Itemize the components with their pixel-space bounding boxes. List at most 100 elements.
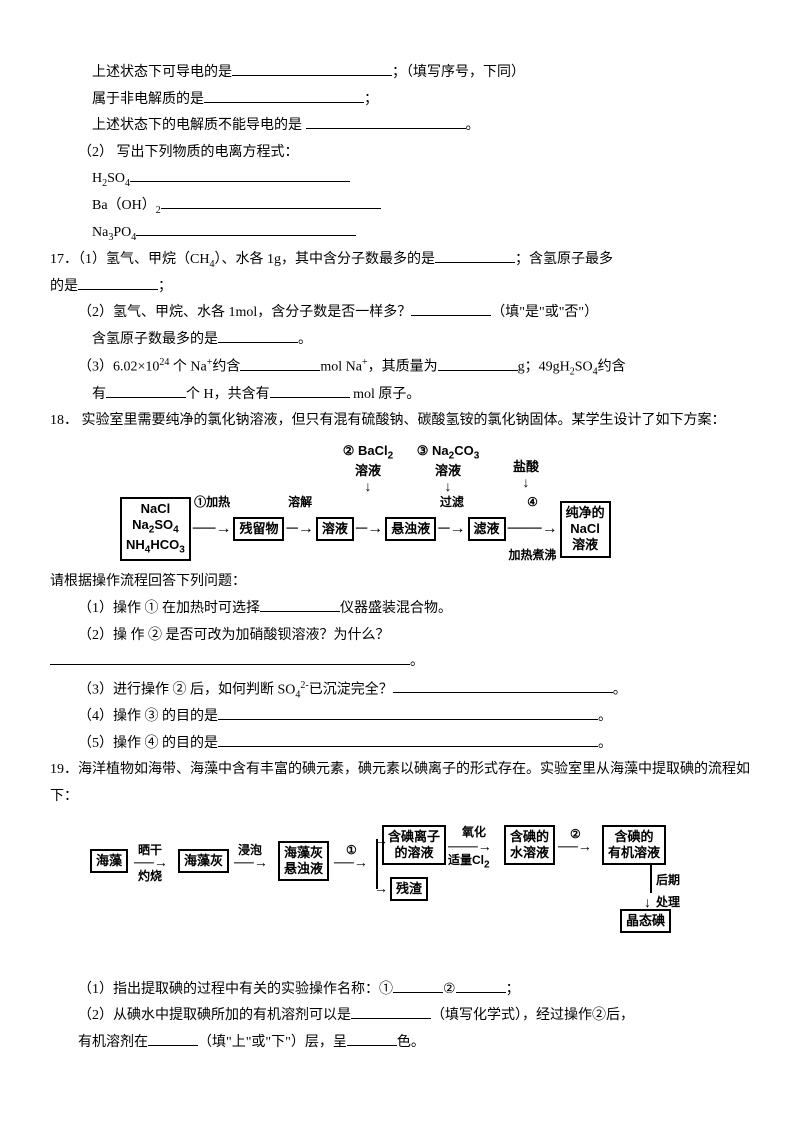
intro-line-2: 属于非电解质的是 ；	[50, 87, 750, 114]
t: 溶液	[355, 463, 381, 478]
d2-box-iodine-aq: 含碘的水溶液	[504, 825, 555, 866]
t: NaCl	[570, 521, 600, 536]
s: 2	[484, 859, 490, 870]
blank[interactable]	[393, 678, 613, 693]
t: 溶液	[572, 537, 598, 552]
blank[interactable]	[106, 383, 186, 398]
intro-line-3: 上述状态下的电解质不能导电的是 。	[50, 113, 750, 140]
arrow-icon: →	[374, 877, 388, 904]
t: 17．（1）氢气、甲烷（CH	[50, 252, 209, 267]
t: 仪器盛装混合物。	[340, 601, 452, 616]
arrow-icon: 过滤─→	[438, 514, 465, 544]
t: 属于非电解质的是	[92, 92, 204, 107]
blank[interactable]	[351, 1004, 431, 1019]
blank[interactable]	[456, 978, 506, 993]
d1-box-filtrate: 滤液	[468, 517, 506, 541]
blank[interactable]	[218, 732, 598, 747]
blank[interactable]	[240, 356, 320, 371]
s: 4	[173, 525, 179, 536]
blank[interactable]	[78, 275, 158, 290]
d1-box-solution: 溶液	[316, 517, 354, 541]
q18-head: 18． 实验室里需要纯净的氯化钠溶液，但只有混有硫酸钠、碳酸氢铵的氯化钠固体。某…	[50, 408, 750, 435]
blank[interactable]	[260, 597, 340, 612]
t: 残留物	[239, 521, 278, 536]
blank[interactable]	[411, 301, 491, 316]
t: H	[92, 171, 102, 186]
t: ；（填写序号，下同）	[392, 65, 525, 80]
q18-p2b: 。	[50, 649, 750, 676]
t: （填写化学式），经过操作②后，	[431, 1008, 634, 1023]
blank[interactable]	[161, 194, 381, 209]
d2-box-seaweed: 海藻	[90, 849, 128, 873]
arrow-label: 晒干	[138, 839, 162, 862]
t: ；	[364, 92, 378, 107]
t: g；49gH	[518, 360, 570, 375]
t: mol 原子。	[350, 387, 421, 402]
t: 。	[613, 682, 627, 697]
down-arrow-icon: ↓	[333, 478, 403, 495]
t: （2）氢气、甲烷、水各 1mol，含分子数是否一样多？	[78, 305, 411, 320]
arrow-icon: ④加热煮沸───→	[508, 514, 558, 544]
t: ；含氢原子最多	[515, 252, 613, 267]
t: ）、水各 1g，其中含分子数最多的是	[214, 252, 435, 267]
t: 。	[598, 709, 612, 724]
t: 海藻灰	[284, 845, 323, 860]
t: ②	[343, 443, 355, 458]
t: 后期	[656, 873, 680, 887]
t: （1）操作 ① 在加热时可选择	[78, 601, 260, 616]
blank[interactable]	[347, 1031, 397, 1046]
s: 2	[388, 451, 394, 462]
t: mol Na	[320, 360, 362, 375]
d2-box-iodine-organic: 含碘的有机溶液	[602, 825, 666, 866]
t: 溶液	[322, 521, 348, 536]
s: 3	[474, 451, 480, 462]
q18-p4: （4）操作 ③ 的目的是。	[50, 704, 750, 731]
down-line	[650, 863, 652, 893]
d1-top-labels: ② BaCl2溶液↓ ③ Na2CO3溶液↓ 盐酸↓	[285, 443, 680, 495]
q18-p3: （3）进行操作 ② 后，如何判断 SO42-已沉淀完全？。	[50, 676, 750, 704]
arrow-label: ①	[346, 839, 357, 862]
d2-box-crystal-iodine: 晶态碘	[620, 909, 671, 933]
t: 盐酸	[513, 459, 539, 474]
blank[interactable]	[270, 383, 350, 398]
t: 已沉淀完全？	[309, 682, 393, 697]
d1-main-row: NaClNa2SO4NH4HCO3 ①加热──→ 残留物 溶解─→ 溶液 ─→ …	[120, 497, 680, 561]
q18-p2: （2）操 作 ② 是否可改为加硝酸钡溶液？为什么？	[50, 623, 750, 650]
t: NH	[126, 537, 145, 552]
blank[interactable]	[148, 1031, 198, 1046]
blank[interactable]	[232, 61, 392, 76]
arrow-label: 过滤	[440, 491, 464, 514]
t: （5）操作 ④ 的目的是	[78, 736, 218, 751]
blank[interactable]	[136, 221, 356, 236]
d1-box-pure-nacl: 纯净的NaCl溶液	[560, 501, 611, 558]
arrow-label: 浸泡	[238, 839, 262, 862]
d1-box-suspension: 悬浊液	[385, 517, 436, 541]
arrow-icon: 溶解─→	[286, 514, 313, 544]
blank[interactable]	[218, 328, 298, 343]
q19-p2: （2）从碘水中提取碘所加的有机溶剂可以是（填写化学式），经过操作②后，	[50, 1003, 750, 1030]
blank[interactable]	[218, 705, 598, 720]
arrow-label: 灼烧	[138, 865, 162, 888]
arrow-label: 后期处理	[656, 869, 680, 915]
blank[interactable]	[393, 978, 443, 993]
t: （填"上"或"下"）层，呈	[198, 1035, 347, 1050]
s: 3	[179, 545, 185, 556]
t: 。	[598, 736, 612, 751]
d2-box-ash: 海藻灰	[178, 849, 229, 873]
t: 。	[298, 332, 312, 347]
q19-p2b: 有机溶剂在（填"上"或"下"）层，呈色。	[50, 1030, 750, 1057]
arrow-label: 加热煮沸	[509, 544, 557, 567]
q17-l2: （2）氢气、甲烷、水各 1mol，含分子数是否一样多？（填"是"或"否"）	[50, 300, 750, 327]
t: 滤液	[474, 521, 500, 536]
d1-box-residue: 残留物	[233, 517, 284, 541]
blank[interactable]	[435, 248, 515, 263]
part2-head: （2） 写出下列物质的电离方程式：	[50, 140, 750, 167]
t: 。	[466, 118, 480, 133]
blank[interactable]	[50, 650, 410, 665]
q18-p5: （5）操作 ④ 的目的是 。	[50, 731, 750, 758]
blank[interactable]	[306, 114, 466, 129]
blank[interactable]	[130, 167, 350, 182]
blank[interactable]	[204, 88, 364, 103]
t: BaCl	[358, 443, 388, 458]
blank[interactable]	[438, 356, 518, 371]
